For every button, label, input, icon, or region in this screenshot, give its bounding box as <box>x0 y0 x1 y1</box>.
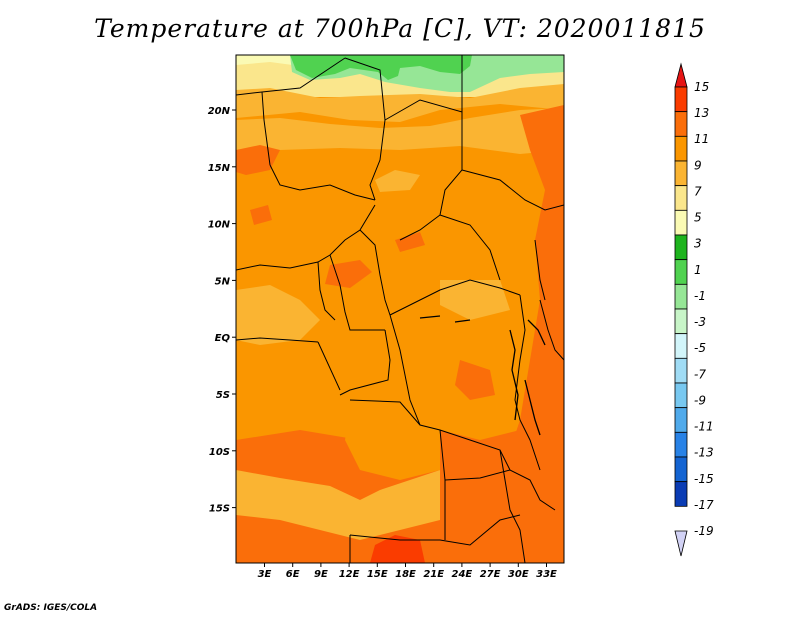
lon-tick-label: 6E <box>286 569 300 580</box>
lat-tick-label: 15N <box>208 163 231 174</box>
colorbar-swatch <box>674 234 688 261</box>
lon-tick-label: 15E <box>367 569 388 580</box>
colorbar-swatch <box>674 160 688 187</box>
colorbar-label: 5 <box>694 211 702 225</box>
colorbar-label: 13 <box>694 106 709 120</box>
temperature-field <box>236 55 564 563</box>
colorbar-label: -1 <box>694 289 706 303</box>
lon-tick-label: 12E <box>339 569 360 580</box>
lat-tick-label: 5N <box>215 276 231 287</box>
colorbar-swatch <box>674 259 688 285</box>
colorbar-label: -9 <box>694 393 706 407</box>
colorbar: 15 13 11 9 7 5 3 1 -1 -3 -5 -7 -9 -11 -13 -15 -17 -19 <box>674 62 714 557</box>
lon-tick-label: 9E <box>314 569 328 580</box>
colorbar-swatch <box>674 333 688 359</box>
colorbar-swatch <box>674 209 688 236</box>
lon-tick-label: 21E <box>423 569 444 580</box>
colorbar-label: 3 <box>694 237 702 251</box>
lat-tick-label: 20N <box>208 106 231 117</box>
lat-tick-label: 10S <box>209 447 230 458</box>
longitude-axis: 3E 6E 9E 12E 15E 18E 21E 24E 27E 30E 33E <box>258 563 557 580</box>
colorbar-label: 1 <box>694 263 702 277</box>
colorbar-swatch <box>674 456 688 483</box>
colorbar-swatch <box>674 308 688 335</box>
colorbar-swatch <box>674 431 688 458</box>
colorbar-label: 7 <box>694 184 702 198</box>
colorbar-label: -11 <box>694 420 714 434</box>
lon-tick-label: 33E <box>536 569 557 580</box>
colorbar-label: -19 <box>694 524 714 538</box>
colorbar-swatch <box>674 185 688 211</box>
colorbar-label: -17 <box>694 498 714 512</box>
colorbar-label: 15 <box>694 80 709 94</box>
colorbar-swatch <box>674 135 688 162</box>
latitude-axis: 20N 15N 10N 5N EQ 5S 10S 15S <box>208 106 236 515</box>
colorbar-label: -15 <box>694 472 714 486</box>
lon-tick-label: 24E <box>452 569 473 580</box>
country-boundaries <box>236 55 564 563</box>
lakes <box>419 315 546 436</box>
colorbar-swatch <box>674 111 688 137</box>
colorbar-bottom-arrow <box>674 530 688 557</box>
lat-tick-label: 15S <box>209 504 230 515</box>
colorbar-swatch <box>674 407 688 433</box>
lon-tick-label: 18E <box>395 569 416 580</box>
lat-tick-label: 5S <box>216 390 230 401</box>
colorbar-label: 9 <box>694 158 702 172</box>
colorbar-swatch <box>674 283 688 310</box>
lat-tick-label: EQ <box>215 333 231 344</box>
colorbar-swatch <box>674 481 688 507</box>
map-frame <box>235 54 565 564</box>
lon-tick-label: 30E <box>508 569 529 580</box>
colorbar-swatch <box>674 357 688 384</box>
colorbar-swatch <box>674 382 688 409</box>
grads-credit: GrADS: IGES/COLA <box>4 603 98 613</box>
colorbar-top-arrow <box>674 62 688 88</box>
colorbar-label: -13 <box>694 446 714 460</box>
lon-tick-label: 27E <box>480 569 501 580</box>
lat-tick-label: 10N <box>208 220 231 231</box>
colorbar-label: -7 <box>694 367 706 381</box>
colorbar-swatch <box>674 86 688 113</box>
colorbar-label: 11 <box>694 132 709 146</box>
colorbar-label: -3 <box>694 315 706 329</box>
colorbar-label: -5 <box>694 341 706 355</box>
lon-tick-label: 3E <box>258 569 272 580</box>
map-title: Temperature at 700hPa [C], VT: 202001181… <box>94 14 706 43</box>
